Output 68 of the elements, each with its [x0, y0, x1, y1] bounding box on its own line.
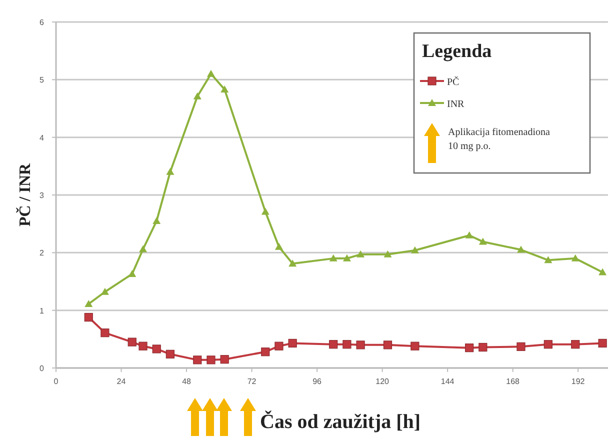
point — [139, 245, 148, 252]
point — [128, 270, 136, 278]
point — [152, 344, 161, 354]
point — [166, 168, 174, 175]
point — [274, 342, 284, 350]
x-tick-label: 192 — [571, 377, 586, 386]
point — [598, 268, 607, 276]
point — [516, 246, 525, 253]
point — [166, 350, 175, 358]
y-tick-label: 3 — [40, 191, 45, 200]
point — [100, 288, 109, 295]
y-axis-title: PČ / INR — [16, 163, 34, 227]
point — [384, 250, 392, 258]
point — [329, 340, 338, 349]
point — [274, 242, 283, 250]
y-tick-label: 0 — [40, 364, 45, 373]
point — [571, 340, 580, 349]
x-tick-label: 48 — [182, 377, 192, 386]
legend-title: Legenda — [422, 41, 492, 62]
point — [206, 70, 215, 77]
point — [544, 256, 552, 264]
x-axis-title: Čas od zaužitja [h] — [260, 410, 421, 433]
point — [516, 342, 526, 351]
point — [220, 355, 229, 364]
y-tick-label: 2 — [40, 248, 45, 258]
y-tick-label: 1 — [40, 306, 45, 316]
point — [84, 312, 93, 322]
x-tick-label: 0 — [54, 377, 59, 386]
point — [383, 340, 392, 350]
point — [128, 338, 136, 346]
point — [342, 340, 352, 349]
x-tick-label: 120 — [376, 377, 390, 386]
point — [193, 92, 202, 100]
x-tick-label: 144 — [440, 377, 455, 386]
point — [478, 342, 488, 352]
point — [410, 246, 419, 254]
point — [220, 85, 229, 92]
point — [288, 260, 297, 267]
point — [598, 338, 607, 348]
annotation: Aplikacija fitomenadiona 10 mg p.o. — [448, 127, 550, 152]
point — [152, 216, 161, 224]
point — [193, 356, 202, 364]
point — [206, 356, 216, 364]
point — [410, 342, 420, 350]
y-tick-label: 5 — [40, 76, 45, 85]
y-tick-label: 6 — [40, 18, 45, 27]
point — [478, 238, 487, 245]
point — [356, 340, 365, 350]
y-tick-label: 4 — [40, 133, 45, 142]
x-tick-label: 96 — [312, 377, 322, 386]
x-tick-label: 24 — [116, 377, 126, 386]
point — [288, 338, 297, 348]
point — [261, 348, 270, 356]
point — [342, 254, 351, 262]
x-tick-label: 168 — [506, 377, 520, 386]
point — [138, 342, 148, 350]
point — [465, 344, 474, 352]
point — [571, 254, 580, 262]
point — [84, 300, 93, 307]
point — [329, 254, 338, 262]
point — [261, 208, 270, 215]
point — [100, 328, 110, 338]
legend-label: INR — [447, 99, 465, 110]
point — [356, 250, 365, 258]
x-tick-label: 72 — [247, 377, 257, 386]
point — [544, 340, 552, 349]
legend-label: PČ — [447, 76, 460, 88]
point — [465, 231, 474, 238]
